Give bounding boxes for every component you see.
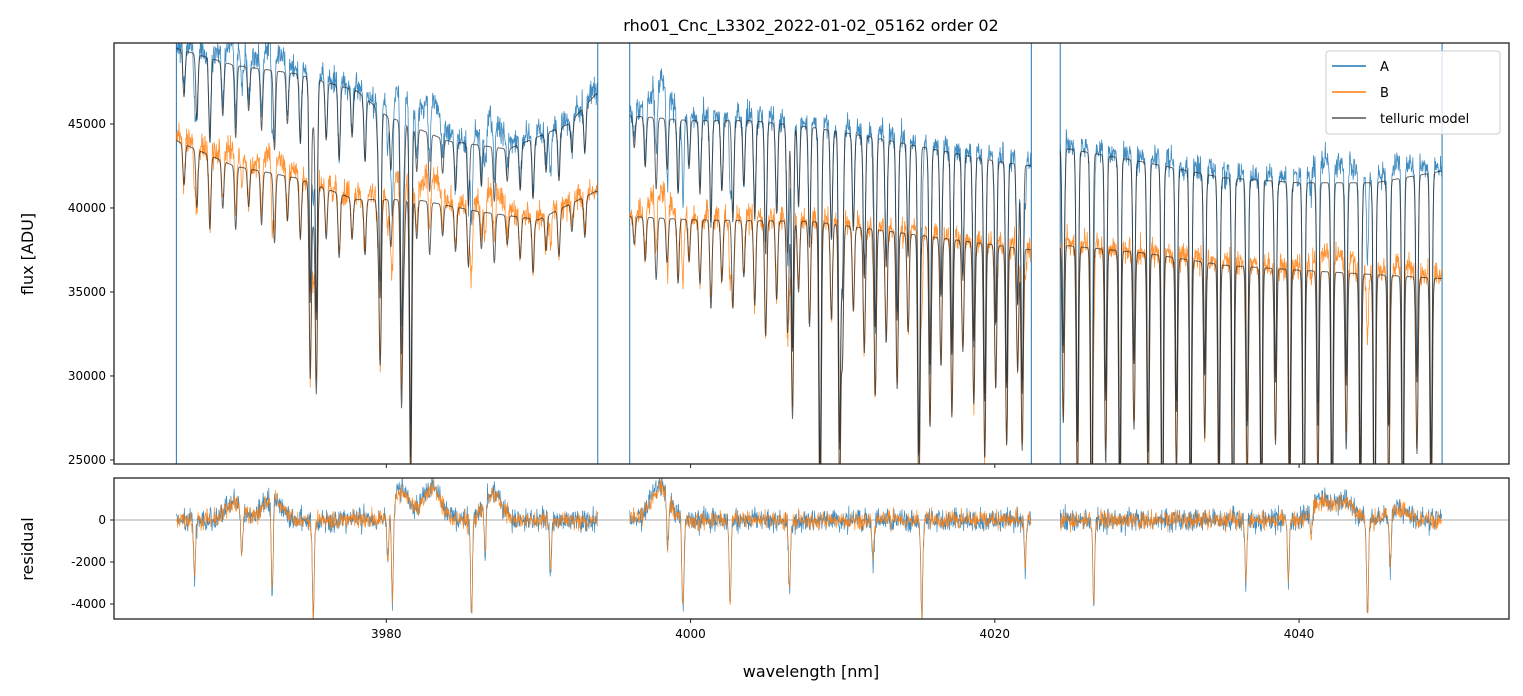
series-b-line	[176, 122, 1443, 464]
flux-panel: 25000 30000 35000 40000 45000 flux [ADU] A B…	[18, 42, 1510, 468]
chart-title: rho01_Cnc_L3302_2022-01-02_05162 order 0…	[623, 16, 998, 36]
flux-ytick-label: 35000	[68, 285, 106, 299]
xtick-label: 4020	[980, 627, 1011, 641]
residual-ylabel: residual	[18, 517, 37, 580]
flux-ytick-label: 45000	[68, 117, 106, 131]
flux-ytick-label: 30000	[68, 369, 106, 383]
telluric-model-b-line	[176, 140, 1442, 464]
legend: A B telluric model	[1325, 50, 1501, 135]
legend-label-b: B	[1380, 86, 1389, 101]
xtick-label: 3980	[371, 627, 402, 641]
flux-axes-frame	[113, 42, 1510, 465]
residual-a-line	[176, 478, 1443, 619]
residual-b-line	[176, 478, 1443, 619]
legend-box	[1325, 50, 1501, 135]
residual-panel: -4000 -2000 0 3980 4000 4020 4040 residual wa…	[18, 477, 1510, 681]
legend-label-telluric: telluric model	[1380, 112, 1469, 127]
xtick-label: 4040	[1284, 627, 1315, 641]
legend-label-a: A	[1380, 60, 1389, 75]
xlabel: wavelength [nm]	[743, 662, 880, 681]
telluric-model-a-line	[176, 47, 1442, 464]
residual-axes-frame	[113, 477, 1510, 620]
residual-ytick-label: 0	[98, 513, 106, 527]
xtick-label: 4000	[675, 627, 706, 641]
flux-ytick-label: 40000	[68, 201, 106, 215]
residual-ytick-label: -2000	[71, 555, 106, 569]
flux-ytick-label: 25000	[68, 453, 106, 467]
flux-ylabel: flux [ADU]	[18, 213, 37, 295]
residual-ytick-label: -4000	[71, 597, 106, 611]
